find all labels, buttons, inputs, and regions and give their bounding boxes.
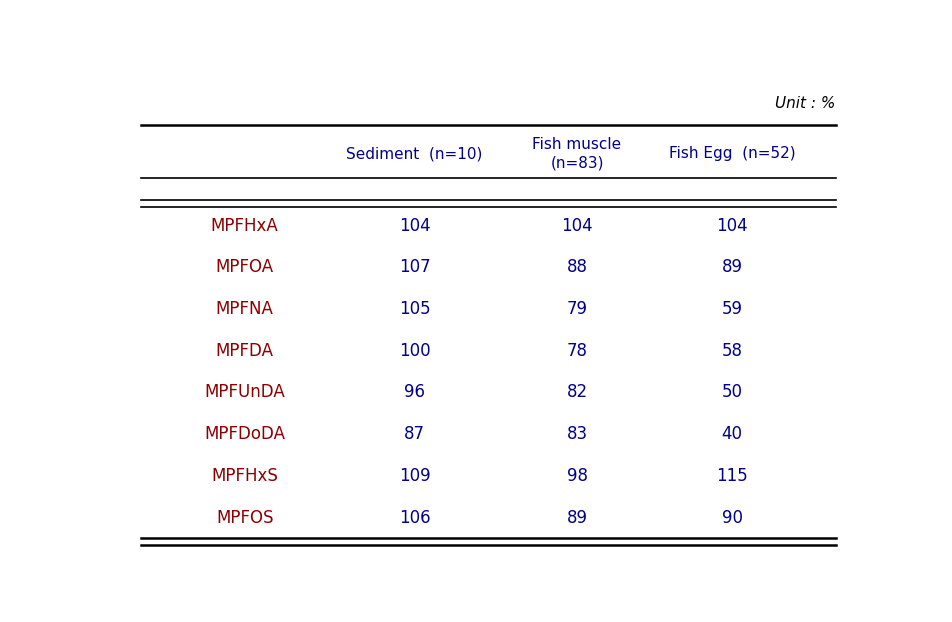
Text: MPFDoDA: MPFDoDA — [204, 425, 285, 443]
Text: 79: 79 — [565, 300, 587, 318]
Text: Fish Egg  (n=52): Fish Egg (n=52) — [668, 146, 795, 161]
Text: 106: 106 — [398, 509, 430, 527]
Text: 98: 98 — [565, 467, 587, 485]
Text: (n=83): (n=83) — [549, 156, 604, 171]
Text: Unit : %: Unit : % — [774, 96, 835, 111]
Text: MPFOA: MPFOA — [215, 258, 273, 276]
Text: 40: 40 — [721, 425, 742, 443]
Text: 58: 58 — [721, 341, 742, 360]
Text: 90: 90 — [721, 509, 742, 527]
Text: 59: 59 — [721, 300, 742, 318]
Text: 96: 96 — [404, 383, 425, 401]
Text: 109: 109 — [398, 467, 430, 485]
Text: Fish muscle: Fish muscle — [532, 137, 621, 152]
Text: 105: 105 — [398, 300, 430, 318]
Text: 89: 89 — [721, 258, 742, 276]
Text: 100: 100 — [398, 341, 430, 360]
Text: 104: 104 — [398, 216, 430, 234]
Text: Sediment  (n=10): Sediment (n=10) — [346, 146, 483, 161]
Text: 104: 104 — [561, 216, 592, 234]
Text: 78: 78 — [565, 341, 587, 360]
Text: MPFDA: MPFDA — [215, 341, 273, 360]
Text: 50: 50 — [721, 383, 742, 401]
Text: 104: 104 — [716, 216, 747, 234]
Text: MPFUnDA: MPFUnDA — [204, 383, 285, 401]
Text: 89: 89 — [565, 509, 587, 527]
Text: 87: 87 — [404, 425, 425, 443]
Text: 115: 115 — [716, 467, 747, 485]
Text: MPFHxA: MPFHxA — [210, 216, 278, 234]
Text: 107: 107 — [398, 258, 430, 276]
Text: 82: 82 — [565, 383, 587, 401]
Text: MPFOS: MPFOS — [216, 509, 273, 527]
Text: MPFNA: MPFNA — [215, 300, 273, 318]
Text: 88: 88 — [565, 258, 587, 276]
Text: MPFHxS: MPFHxS — [211, 467, 278, 485]
Text: 83: 83 — [565, 425, 587, 443]
